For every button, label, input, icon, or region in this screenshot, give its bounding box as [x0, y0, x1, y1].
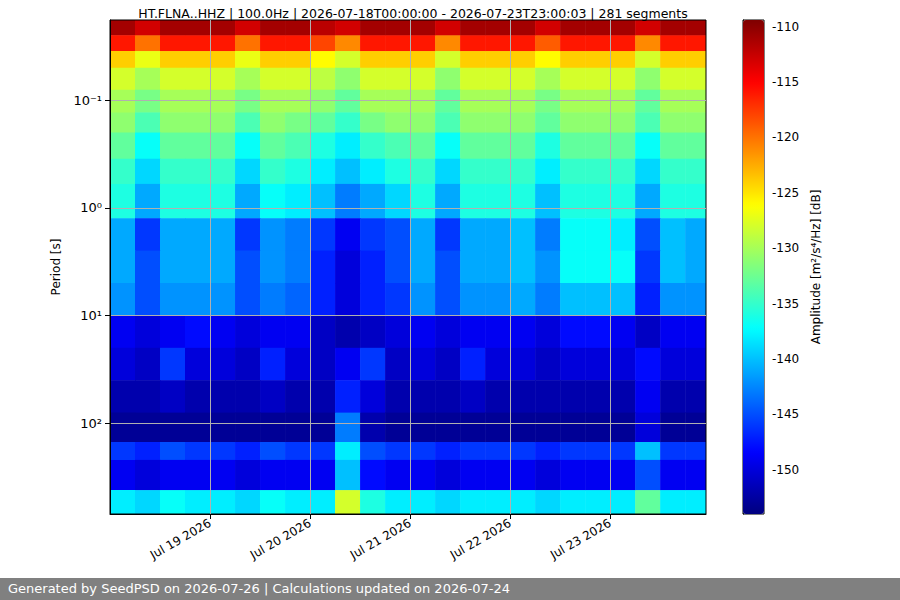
svg-text:10⁻¹: 10⁻¹ — [73, 93, 102, 108]
svg-text:Amplitude [m²/s⁴/Hz] [dB]: Amplitude [m²/s⁴/Hz] [dB] — [809, 190, 823, 345]
svg-text:10¹: 10¹ — [80, 308, 102, 323]
svg-text:-135: -135 — [772, 297, 799, 311]
svg-text:-125: -125 — [772, 186, 799, 200]
svg-text:-115: -115 — [772, 75, 799, 89]
svg-text:HT.FLNA..HHZ | 100.0Hz | 2026-: HT.FLNA..HHZ | 100.0Hz | 2026-07-18T00:0… — [138, 6, 687, 21]
svg-text:10⁰: 10⁰ — [80, 200, 102, 215]
svg-text:-150: -150 — [772, 463, 799, 477]
svg-text:-130: -130 — [772, 241, 799, 255]
svg-text:Jul 21 2026: Jul 21 2026 — [347, 516, 414, 563]
svg-text:Jul 19 2026: Jul 19 2026 — [147, 516, 214, 563]
svg-text:-120: -120 — [772, 130, 799, 144]
svg-text:Jul 23 2026: Jul 23 2026 — [547, 516, 614, 563]
svg-text:Jul 22 2026: Jul 22 2026 — [447, 516, 514, 563]
svg-text:Period [s]: Period [s] — [49, 239, 63, 296]
svg-text:10²: 10² — [80, 416, 102, 431]
svg-text:Generated by SeedPSD on 2026-0: Generated by SeedPSD on 2026-07-26 | Cal… — [8, 581, 510, 596]
svg-text:-145: -145 — [772, 407, 799, 421]
svg-text:Jul 20 2026: Jul 20 2026 — [247, 516, 314, 563]
svg-text:-110: -110 — [772, 20, 799, 34]
svg-text:-140: -140 — [772, 352, 799, 366]
